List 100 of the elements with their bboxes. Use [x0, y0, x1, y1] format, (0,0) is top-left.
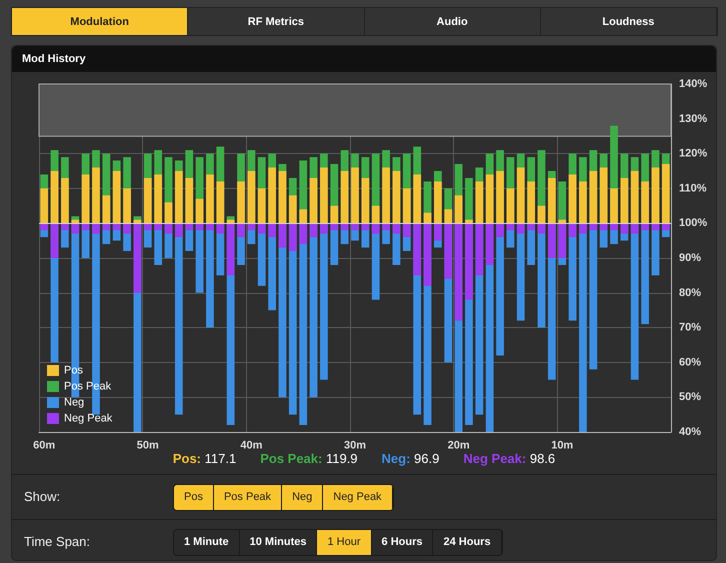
bar — [475, 223, 484, 276]
bar — [475, 181, 484, 224]
bar — [486, 223, 494, 265]
bar — [568, 223, 576, 238]
chart-title: Mod History — [12, 46, 716, 72]
bar — [134, 223, 142, 293]
bar — [248, 171, 256, 224]
bar — [185, 178, 194, 224]
bar — [50, 223, 58, 258]
y-tick-label: 40% — [679, 426, 702, 438]
bar — [630, 171, 639, 224]
bar — [196, 198, 204, 224]
bar — [454, 223, 462, 321]
y-tick-label: 120% — [679, 148, 708, 160]
bar — [402, 223, 411, 238]
bar — [496, 223, 504, 238]
bar — [579, 223, 587, 234]
text: Pos Peak: 119.9 — [260, 451, 358, 466]
text: Audio — [364, 8, 541, 35]
legend-label: Neg — [64, 396, 84, 408]
bar — [50, 171, 58, 224]
bar — [268, 168, 276, 224]
bar — [92, 223, 100, 234]
bar — [434, 223, 442, 241]
text: Pos: 117.1 — [172, 451, 236, 466]
bar — [568, 174, 576, 224]
bar — [216, 181, 224, 224]
bar — [372, 206, 380, 224]
x-tick-label: 60m — [33, 440, 56, 452]
bar — [237, 181, 245, 224]
bar — [454, 195, 462, 224]
bar — [102, 195, 110, 224]
bar — [413, 223, 422, 276]
text: Loudness — [540, 8, 717, 35]
bar — [516, 168, 525, 224]
bar — [144, 178, 152, 224]
bar — [641, 181, 649, 224]
bar — [620, 178, 628, 224]
bar — [579, 181, 587, 224]
bar — [71, 220, 80, 224]
bar — [506, 188, 514, 224]
text: Pos Peak — [214, 485, 282, 510]
x-tick-label: 40m — [240, 440, 263, 452]
bar — [154, 174, 162, 224]
bar — [392, 223, 400, 234]
bar — [299, 209, 308, 224]
bar — [288, 223, 297, 252]
text: Neg Peak: 98.6 — [463, 451, 556, 466]
legend-label: Neg Peak — [64, 412, 113, 424]
y-tick-label: 100% — [679, 217, 708, 230]
bar — [310, 178, 318, 224]
bar — [548, 223, 556, 258]
y-tick-label: 50% — [679, 391, 702, 404]
text: Neg Peak — [323, 485, 393, 510]
bar — [226, 223, 235, 276]
bar — [558, 223, 566, 258]
bar — [424, 223, 432, 286]
bar — [226, 220, 235, 224]
bar — [258, 188, 266, 224]
text: Modulation — [12, 8, 188, 35]
bar — [268, 223, 276, 238]
text: 1 Minute — [174, 530, 240, 555]
text: 6 Hours — [372, 530, 434, 555]
text: RF Metrics — [188, 8, 364, 35]
bar — [61, 178, 69, 224]
bar — [174, 171, 183, 224]
bar — [112, 171, 121, 224]
bar — [164, 202, 172, 224]
bar — [340, 171, 349, 224]
text: 1 Hour — [317, 530, 372, 555]
text: Pos — [174, 485, 214, 510]
bar — [320, 223, 328, 234]
text: 24 Hours — [433, 530, 502, 555]
y-tick-label: 80% — [679, 286, 702, 299]
bar — [652, 168, 660, 224]
bar — [330, 206, 338, 224]
bar — [382, 168, 390, 224]
bar — [299, 223, 308, 244]
y-tick-label: 60% — [679, 356, 702, 368]
bar — [413, 174, 422, 224]
bar — [538, 206, 546, 224]
text: Neg — [282, 485, 324, 510]
bar — [278, 223, 286, 248]
bar — [123, 188, 131, 224]
bar — [424, 212, 432, 224]
text: Neg: 96.9 — [382, 451, 440, 466]
bar — [164, 223, 172, 234]
bar — [288, 195, 297, 224]
y-tick-label: 90% — [679, 252, 702, 264]
bar — [174, 223, 183, 238]
bar — [444, 209, 452, 224]
y-tick-label: 110% — [679, 182, 707, 194]
bar — [320, 168, 328, 224]
bar — [434, 181, 442, 224]
text: Show: — [24, 489, 60, 504]
bar — [237, 223, 245, 238]
bar — [82, 174, 90, 224]
bar — [465, 220, 473, 224]
x-tick-label: 20m — [448, 440, 470, 452]
bar — [465, 223, 473, 300]
